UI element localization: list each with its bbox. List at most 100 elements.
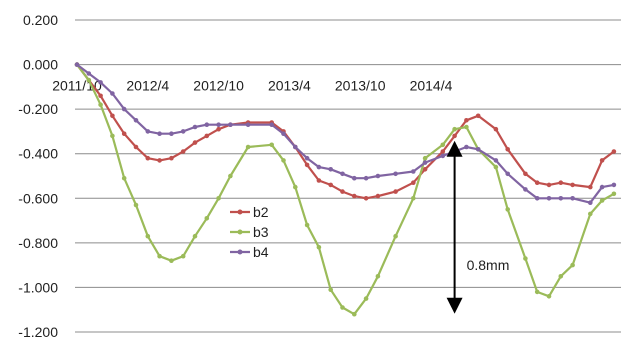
data-point xyxy=(157,158,162,163)
data-point xyxy=(534,196,540,201)
data-point xyxy=(475,113,481,119)
data-point xyxy=(192,124,198,130)
data-point xyxy=(440,142,446,148)
data-point xyxy=(340,189,345,194)
legend-label: b2 xyxy=(253,204,269,220)
data-point xyxy=(145,129,151,134)
data-point xyxy=(192,140,198,145)
data-point xyxy=(157,131,162,136)
data-point xyxy=(328,287,334,293)
data-point xyxy=(493,158,499,163)
data-point xyxy=(328,182,334,188)
x-tick-label: 2012/4 xyxy=(126,78,169,94)
series-line-b3 xyxy=(76,63,615,316)
data-point xyxy=(269,142,275,148)
data-point xyxy=(393,171,398,177)
data-point xyxy=(440,149,446,154)
data-point xyxy=(110,133,115,139)
data-point xyxy=(534,289,540,295)
y-tick-label: -1.000 xyxy=(18,279,58,295)
data-point xyxy=(304,162,310,168)
data-point xyxy=(316,164,322,170)
legend-item-b4: b4 xyxy=(230,244,269,260)
data-point xyxy=(216,122,221,127)
data-point xyxy=(281,131,286,136)
data-point xyxy=(464,124,469,130)
data-point xyxy=(98,80,103,85)
data-point xyxy=(281,158,286,163)
series-lines xyxy=(74,62,617,317)
data-point xyxy=(245,144,251,150)
data-point xyxy=(475,147,481,152)
data-point xyxy=(133,202,139,208)
data-point xyxy=(180,129,186,134)
data-point xyxy=(352,311,357,317)
data-point xyxy=(110,91,115,96)
data-point xyxy=(523,256,528,261)
data-point xyxy=(180,253,186,259)
data-point xyxy=(558,274,564,279)
data-point xyxy=(599,198,605,203)
series-b4 xyxy=(74,62,617,205)
data-point xyxy=(393,233,398,239)
legend-label: b3 xyxy=(253,224,269,240)
data-point xyxy=(375,193,381,199)
data-point xyxy=(363,296,369,301)
data-point xyxy=(505,171,511,177)
legend-item-b2: b2 xyxy=(230,204,269,220)
data-point xyxy=(411,180,416,185)
data-point xyxy=(86,77,92,83)
data-point xyxy=(133,118,139,123)
data-point xyxy=(145,155,151,161)
data-point xyxy=(546,182,552,188)
data-point xyxy=(145,233,151,239)
data-point xyxy=(169,131,174,136)
legend: b2 b3 b4 xyxy=(230,204,269,260)
data-point xyxy=(599,158,605,163)
x-axis-tick-labels: 2011/10 2012/4 2012/10 2013/4 2013/10 2014/4 xyxy=(52,78,452,94)
data-point xyxy=(570,262,575,268)
data-point xyxy=(464,118,469,123)
data-point xyxy=(340,305,345,310)
y-tick-label: 0.200 xyxy=(23,12,58,28)
data-point xyxy=(169,258,174,264)
annotation-label: 0.8mm xyxy=(467,257,510,273)
x-tick-label: 2013/10 xyxy=(335,78,386,94)
data-point xyxy=(293,184,298,190)
data-point xyxy=(411,169,416,174)
data-point xyxy=(558,196,564,201)
data-point xyxy=(570,182,575,188)
data-point xyxy=(121,106,127,112)
data-point xyxy=(192,233,198,239)
y-tick-label: -0.400 xyxy=(18,146,58,162)
data-point xyxy=(375,173,381,179)
data-point xyxy=(121,175,127,181)
data-point xyxy=(523,187,528,192)
data-point xyxy=(133,144,139,150)
data-point xyxy=(570,196,575,201)
data-point xyxy=(228,173,233,179)
data-point xyxy=(505,147,511,152)
data-point xyxy=(558,180,564,185)
data-point xyxy=(216,196,221,201)
data-point xyxy=(86,71,92,76)
data-point xyxy=(452,133,457,139)
data-point xyxy=(316,245,322,250)
data-point xyxy=(546,294,552,299)
annotation: 0.8mm xyxy=(446,140,510,314)
data-point xyxy=(110,113,115,119)
data-point xyxy=(422,167,428,172)
legend-marker xyxy=(237,229,243,235)
x-tick-label: 2013/4 xyxy=(268,78,311,94)
data-point xyxy=(452,126,457,132)
data-point xyxy=(98,93,103,99)
data-point xyxy=(375,274,381,279)
data-point xyxy=(216,126,221,132)
data-point xyxy=(340,171,345,177)
data-point xyxy=(204,133,210,139)
data-point xyxy=(411,196,416,201)
data-point xyxy=(169,155,174,161)
x-tick-label: 2014/4 xyxy=(410,78,453,94)
data-point xyxy=(493,126,499,132)
